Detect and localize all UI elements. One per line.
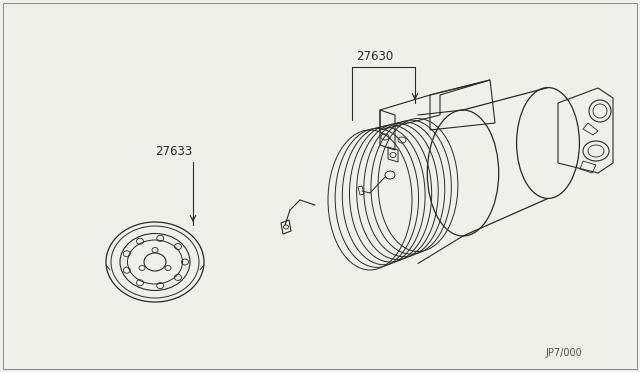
Text: 27633: 27633 bbox=[155, 145, 192, 158]
Text: JP7/000: JP7/000 bbox=[545, 348, 582, 358]
Text: 27630: 27630 bbox=[356, 50, 393, 63]
